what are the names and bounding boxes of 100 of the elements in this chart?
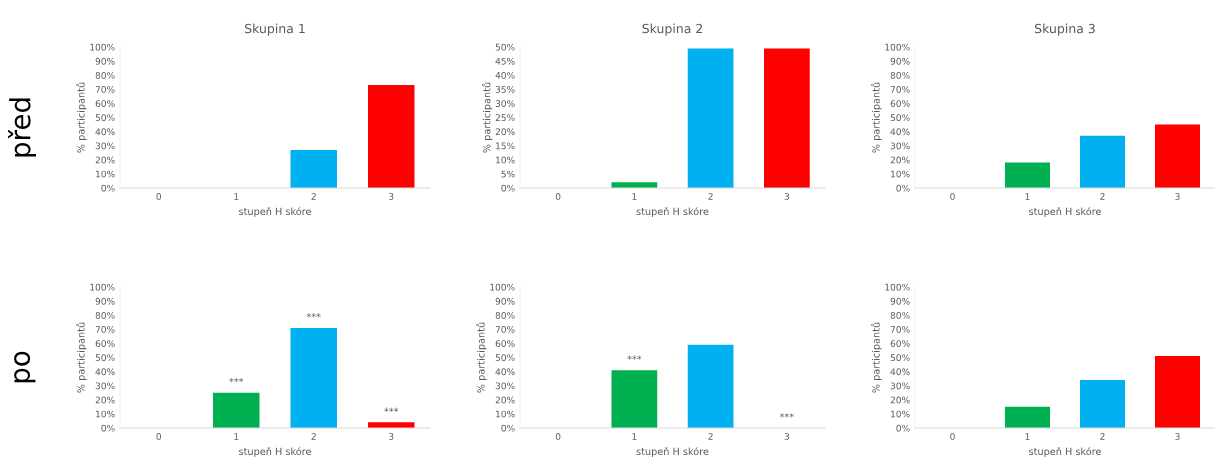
y-tick-label: 50%	[95, 354, 115, 362]
bar	[1005, 162, 1050, 188]
x-axis-title: stupeň H skóre	[636, 447, 709, 457]
y-tick-label: 40%	[890, 128, 910, 136]
y-tick-label: 10%	[96, 170, 115, 178]
x-tick-label: 1	[632, 193, 637, 200]
y-tick-label: 100%	[885, 43, 910, 51]
y-tick-label: 70%	[890, 326, 910, 333]
y-tick-label: 100%	[885, 283, 910, 291]
text: před	[8, 98, 36, 157]
bar	[1080, 380, 1125, 428]
annotation: ***	[384, 407, 399, 412]
bar	[1005, 406, 1050, 428]
x-tick-label: 3	[784, 193, 790, 200]
y-axis-title: % participantů	[482, 82, 493, 153]
y-tick-label: 30%	[890, 382, 910, 390]
y-tick-label: 90%	[95, 297, 115, 305]
x-tick-label: 0	[156, 433, 162, 440]
x-tick-label: 0	[156, 193, 162, 200]
x-axis-title: stupeň H skóre	[1029, 207, 1101, 217]
y-axis-title: % participantů	[476, 322, 487, 393]
y-tick-label: 0%	[101, 424, 115, 432]
y-tick-label: 0%	[896, 424, 910, 432]
annotation: ***	[779, 413, 794, 418]
x-tick-label: 3	[389, 193, 394, 200]
x-tick-label: 1	[1025, 433, 1030, 440]
annotation: ***	[229, 377, 244, 383]
y-tick-label: 60%	[95, 340, 115, 347]
x-axis-title: stupeň H skóre	[239, 207, 311, 217]
chart-title: Skupina 1	[245, 23, 305, 36]
y-axis-title: % participantů	[76, 82, 87, 153]
y-tick-label: 20%	[95, 156, 115, 164]
y-tick-label: 0%	[501, 184, 515, 192]
text: po	[14, 351, 36, 383]
x-tick-label: 2	[1100, 193, 1105, 200]
y-tick-label: 35%	[495, 86, 515, 93]
y-axis-title: % participantů	[76, 322, 87, 393]
x-tick-label: 0	[950, 193, 955, 200]
y-axis-title: % participantů	[871, 322, 882, 393]
y-tick-label: 20%	[890, 156, 910, 164]
chart-title: Skupina 2	[642, 23, 703, 36]
x-axis-title: stupeň H skóre	[1029, 447, 1101, 457]
y-tick-label: 60%	[890, 340, 910, 347]
y-tick-label: 50%	[495, 43, 515, 51]
y-tick-label: 15%	[496, 142, 515, 150]
x-tick-label: 0	[555, 193, 561, 200]
y-tick-label: 60%	[495, 340, 515, 347]
y-tick-label: 20%	[890, 396, 910, 404]
y-tick-label: 10%	[891, 170, 910, 178]
x-tick-label: 3	[1175, 433, 1180, 440]
y-tick-label: 60%	[890, 100, 910, 107]
y-tick-label: 60%	[95, 100, 115, 107]
x-tick-label: 0	[950, 433, 955, 440]
y-tick-label: 80%	[95, 71, 115, 79]
y-tick-label: 40%	[95, 368, 115, 376]
y-tick-label: 50%	[890, 114, 910, 122]
y-tick-label: 100%	[490, 283, 515, 291]
y-tick-label: 10%	[496, 156, 515, 164]
y-tick-label: 10%	[891, 410, 910, 418]
bar	[290, 327, 337, 428]
x-tick-label: 0	[555, 433, 561, 440]
y-tick-label: 50%	[890, 354, 910, 362]
chart-title: Skupina 3	[1035, 23, 1095, 36]
x-tick-label: 1	[1025, 193, 1030, 200]
x-tick-label: 2	[1100, 433, 1105, 440]
y-tick-label: 20%	[495, 396, 515, 404]
bar	[1080, 135, 1125, 188]
x-tick-label: 2	[708, 193, 713, 200]
x-axis-title: stupeň H skóre	[636, 207, 709, 217]
x-tick-label: 2	[311, 433, 316, 440]
y-tick-label: 90%	[495, 297, 515, 305]
bar	[368, 422, 415, 428]
annotation: ***	[627, 355, 642, 360]
y-tick-label: 50%	[495, 354, 515, 362]
bar	[1155, 124, 1200, 188]
y-tick-label: 100%	[90, 43, 115, 51]
y-tick-label: 30%	[95, 142, 115, 150]
y-tick-label: 90%	[95, 57, 115, 65]
y-tick-label: 45%	[495, 57, 515, 65]
x-axis-title: stupeň H skóre	[239, 447, 311, 457]
y-tick-label: 30%	[495, 382, 515, 390]
x-tick-label: 3	[1175, 193, 1180, 200]
x-tick-label: 1	[234, 433, 239, 440]
y-tick-label: 40%	[495, 368, 515, 376]
x-tick-label: 3	[784, 433, 790, 440]
y-tick-label: 100%	[90, 283, 115, 291]
y-tick-label: 80%	[890, 71, 910, 79]
y-tick-label: 90%	[890, 297, 910, 305]
y-tick-label: 30%	[95, 382, 115, 390]
y-tick-label: 30%	[495, 100, 515, 107]
y-tick-label: 70%	[890, 86, 910, 93]
y-tick-label: 70%	[95, 86, 115, 93]
y-tick-label: 80%	[495, 311, 515, 319]
y-tick-label: 0%	[501, 424, 515, 432]
y-tick-label: 5%	[501, 170, 515, 178]
y-tick-label: 20%	[495, 128, 515, 136]
x-tick-label: 1	[632, 433, 637, 440]
y-tick-label: 40%	[95, 128, 115, 136]
y-tick-label: 0%	[101, 184, 115, 192]
y-tick-label: 40%	[890, 368, 910, 376]
